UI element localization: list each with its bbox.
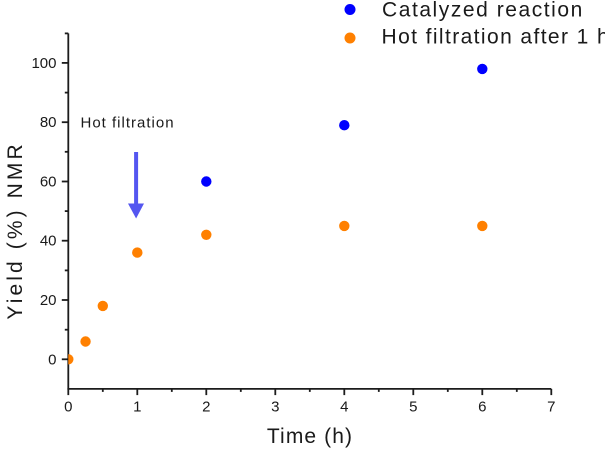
svg-text:7: 7 — [547, 399, 555, 416]
svg-text:0: 0 — [64, 399, 72, 416]
svg-text:2: 2 — [202, 399, 210, 416]
svg-text:60: 60 — [40, 174, 57, 191]
svg-text:40: 40 — [40, 233, 57, 250]
svg-text:5: 5 — [409, 399, 417, 416]
svg-text:1: 1 — [133, 399, 141, 416]
svg-text:3: 3 — [271, 399, 279, 416]
svg-text:100: 100 — [31, 55, 56, 72]
svg-text:Catalyzed reaction: Catalyzed reaction — [382, 0, 584, 22]
svg-text:6: 6 — [478, 399, 486, 416]
svg-text:4: 4 — [340, 399, 348, 416]
svg-text:80: 80 — [40, 114, 57, 131]
svg-text:Hot filtration: Hot filtration — [81, 114, 175, 131]
svg-text:20: 20 — [40, 292, 57, 309]
svg-text:Yield (%) NMR: Yield (%) NMR — [4, 141, 27, 319]
svg-text:Hot filtration after 1 h: Hot filtration after 1 h — [382, 25, 605, 48]
svg-text:Time (h): Time (h) — [267, 425, 353, 448]
svg-text:0: 0 — [48, 351, 56, 368]
